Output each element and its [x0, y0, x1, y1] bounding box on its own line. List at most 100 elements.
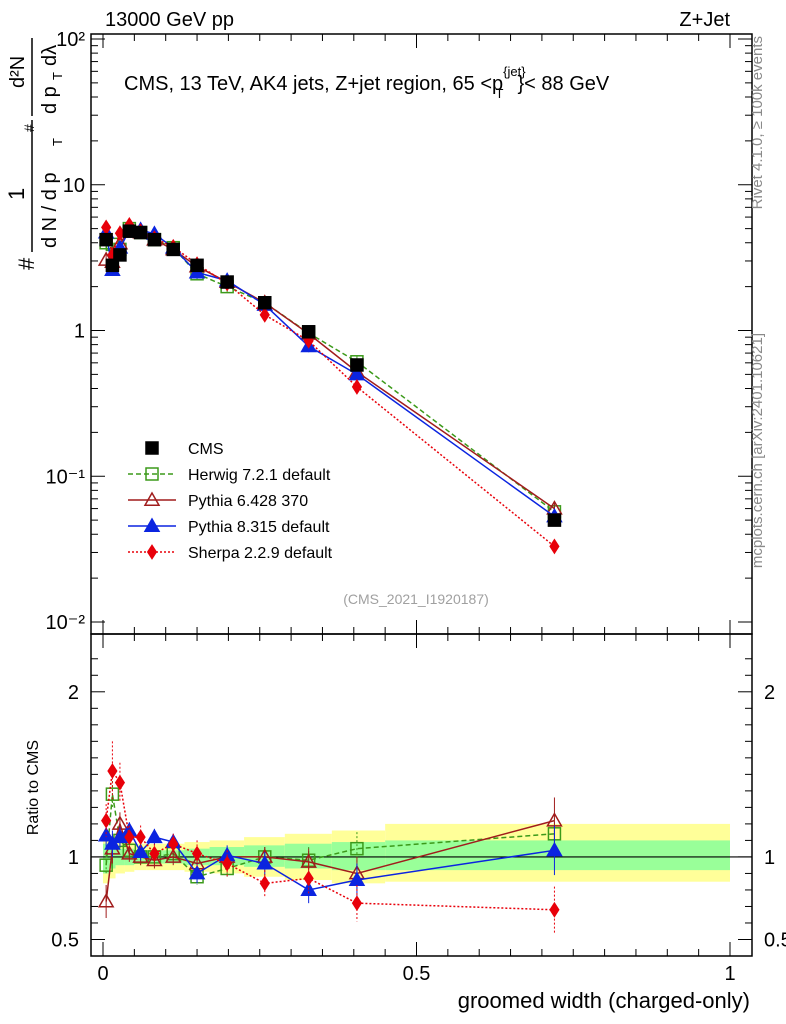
ratio-point	[105, 787, 120, 801]
data-point	[190, 258, 204, 273]
x-tick-label: 1	[724, 963, 735, 985]
x-axis-label: groomed width (charged-only)	[458, 988, 750, 1013]
ylabel-T2: T	[50, 72, 65, 80]
ratio-y-tick-label-right: 0.5	[764, 929, 786, 951]
series-cms	[99, 224, 562, 527]
ratio-point	[114, 774, 126, 791]
legend-marker	[145, 441, 159, 455]
ratio-point	[99, 858, 113, 872]
legend-entry: Herwig 7.2.1 default	[128, 467, 331, 484]
text-labels: 13000 GeV pp Z+Jet CMS, 13 TeV, AK4 jets…	[4, 9, 766, 1013]
mcplots-label: mcplots.cern.ch [arXiv:2401.10621]	[749, 333, 766, 568]
y-tick-label: 1	[74, 321, 85, 343]
data-point	[105, 258, 120, 273]
y-tick-label: 10⁻²	[46, 612, 86, 634]
legend-label: Pythia 6.428 370	[188, 493, 308, 510]
series-sherpa-2-2-9-default	[101, 217, 560, 555]
main-panel	[97, 217, 563, 555]
legend-entry: Sherpa 2.2.9 default	[128, 544, 333, 562]
ylabel-dlambda: dλ	[39, 45, 61, 66]
legend-label: Pythia 8.315 default	[188, 519, 330, 536]
rivet-label: Rivet 4.1.0, ≥ 100k events	[749, 36, 766, 209]
legend-label: CMS	[188, 441, 224, 458]
data-point	[133, 225, 148, 240]
ylabel-hash1: #	[14, 257, 39, 270]
ratio-point	[132, 843, 149, 858]
ratio-point	[303, 870, 314, 887]
ratio-point	[135, 829, 146, 846]
ratio-y-tick-label: 1	[68, 847, 79, 869]
ratio-y-tick-label: 0.5	[51, 929, 79, 951]
ratio-point	[146, 851, 163, 867]
legend-marker	[146, 544, 158, 560]
ratio-y-tick-label: 2	[68, 682, 79, 704]
ratio-panel	[91, 741, 752, 933]
data-point	[122, 224, 137, 238]
legend: CMS Herwig 7.2.1 default Pythia 6.428 370 P…	[128, 441, 333, 562]
main-frame	[90, 33, 753, 635]
ratio-frame	[90, 633, 753, 957]
ylabel-one: 1	[4, 188, 29, 200]
data-point	[258, 296, 272, 310]
x-tick-label: 0	[97, 963, 108, 985]
x-tick-label: 0.5	[403, 963, 431, 985]
ratio-point	[191, 845, 203, 862]
ratio-point	[256, 855, 274, 870]
legend-entry: CMS	[145, 441, 224, 458]
legend-entry: Pythia 6.428 370	[128, 491, 308, 510]
ratio-point	[97, 892, 115, 908]
y-axis-label: # 1 d N / d p T # d²N d p T dλ	[4, 38, 65, 270]
title-sup: {jet}	[503, 64, 526, 79]
ratio-point	[146, 828, 163, 844]
legend-marker	[145, 467, 159, 481]
ratio-point	[168, 835, 179, 852]
ratio-point	[351, 895, 363, 912]
ratio-series-sherpa-2-2-9-default	[101, 741, 560, 933]
ratio-point	[107, 763, 118, 779]
main-y-ticks: 10⁻² 10⁻¹ 1 10 10²	[46, 29, 752, 634]
series-line	[105, 224, 555, 548]
ylabel-dN: d N / d p	[39, 172, 61, 248]
ratio-point	[101, 812, 112, 829]
ratio-point	[149, 845, 160, 862]
data-point	[220, 275, 234, 289]
legend-entry: Pythia 8.315 default	[128, 517, 330, 536]
ylabel-T1: T	[50, 138, 65, 146]
ylabel-d2N: d²N	[7, 56, 29, 88]
data-point	[351, 379, 363, 395]
ylabel-hash2: #	[21, 124, 37, 132]
ratio-point	[350, 841, 364, 856]
data-point	[547, 513, 562, 527]
ratio-point	[188, 864, 206, 880]
ratio-point	[164, 848, 182, 863]
y-tick-label: 10²	[56, 29, 85, 51]
ratio-y-tick-label-right: 1	[764, 847, 775, 869]
ratio-point	[549, 901, 560, 918]
legend-label: Sherpa 2.2.9 default	[188, 545, 333, 562]
header-left: 13000 GeV pp	[105, 9, 234, 31]
x-ticks: 0 0.5 1	[97, 34, 736, 985]
ratio-point	[300, 853, 317, 868]
legend-marker	[143, 517, 161, 532]
header-right: Z+Jet	[679, 9, 730, 31]
ratio-y-tick-label-right: 2	[764, 682, 775, 704]
ratio-point	[121, 845, 138, 860]
legend-marker	[143, 491, 161, 506]
band-inner	[331, 842, 386, 871]
chart-title: CMS, 13 TeV, AK4 jets, Z+jet region, 65 …	[124, 64, 610, 101]
y-tick-label: 10	[63, 175, 85, 197]
title-tail: }< 88 GeV	[518, 73, 610, 95]
data-point	[147, 232, 162, 247]
title-main: CMS, 13 TeV, AK4 jets, Z+jet region, 65 …	[124, 73, 503, 95]
data-point	[350, 358, 364, 372]
ratio-y-label: Ratio to CMS	[25, 740, 42, 835]
legend-label: Herwig 7.2.1 default	[188, 467, 331, 484]
data-point	[99, 232, 113, 247]
ratio-point	[259, 875, 270, 892]
ylabel-dpT: d p	[39, 86, 61, 114]
title-sub: T	[496, 86, 504, 101]
data-point	[259, 306, 270, 323]
ratio-point	[222, 855, 233, 872]
